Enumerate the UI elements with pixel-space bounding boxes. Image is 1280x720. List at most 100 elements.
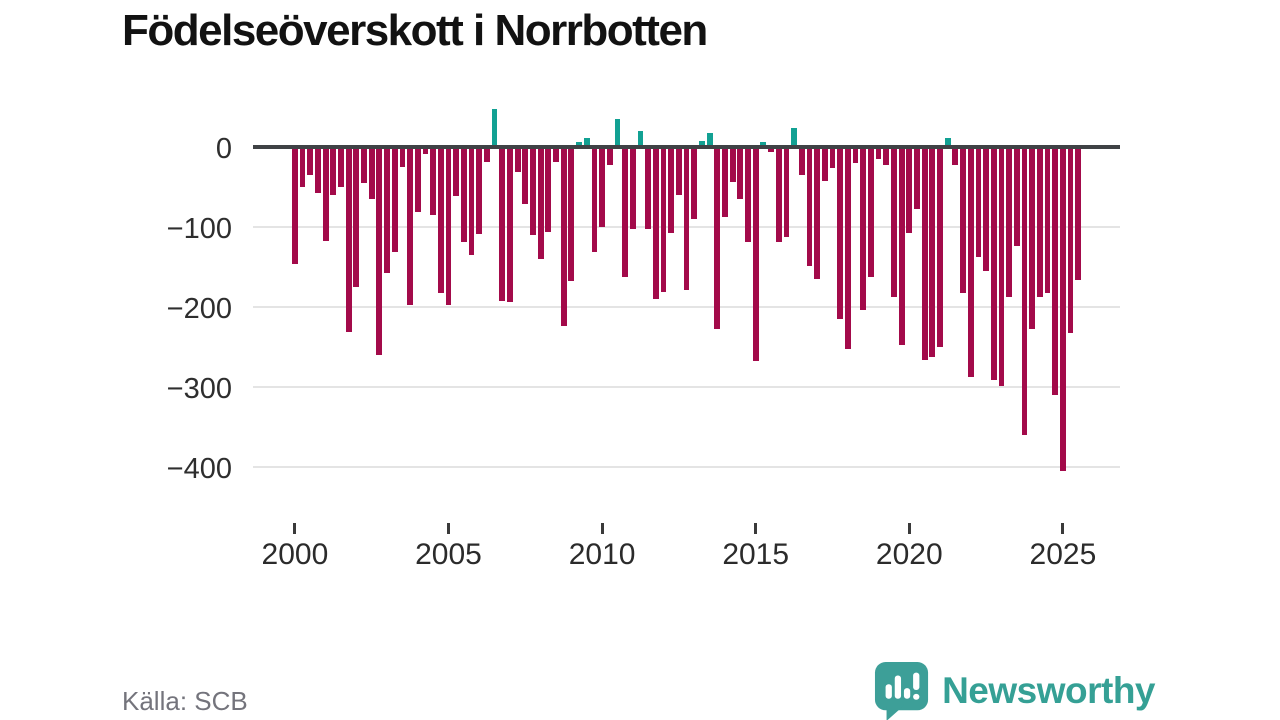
- bar-2017K4: [837, 149, 844, 319]
- bar-2012K1: [660, 149, 667, 292]
- bar-2007K2: [514, 149, 521, 172]
- y-axis-tick-label: −400: [166, 453, 232, 485]
- gridline: [253, 466, 1120, 468]
- y-axis-tick-label: −100: [166, 213, 232, 245]
- bar-2020K3: [921, 149, 928, 360]
- bar-2024K2: [1036, 149, 1043, 297]
- bar-2000K2: [299, 149, 306, 187]
- y-axis-tick-label: 0: [215, 133, 232, 165]
- bar-2021K3: [952, 149, 959, 166]
- bar-2003K3: [399, 149, 406, 167]
- bar-2009K4: [591, 149, 598, 252]
- bar-2009K2: [576, 141, 582, 145]
- bar-2017K2: [821, 149, 828, 181]
- bar-2021K1: [937, 149, 943, 347]
- bar-2006K4: [499, 149, 506, 301]
- bar-2000K3: [307, 149, 314, 175]
- x-axis-tick-label: 2005: [415, 538, 482, 571]
- bar-2002K4: [376, 149, 383, 355]
- bar-2010K1: [599, 149, 605, 227]
- bar-2019K2: [883, 149, 890, 165]
- bar-2024K4: [1052, 149, 1059, 395]
- zero-baseline: [253, 145, 1120, 149]
- bar-2022K4: [990, 149, 997, 380]
- bar-2020K4: [929, 149, 936, 357]
- x-axis-tick: [447, 523, 450, 534]
- bar-2008K2: [545, 149, 552, 232]
- bar-2013K1: [691, 149, 698, 219]
- bar-2014K4: [745, 149, 751, 243]
- bar-2022K1: [967, 149, 974, 378]
- bar-2010K2: [606, 149, 613, 166]
- bar-2018K2: [852, 149, 859, 163]
- bar-2025K2: [1067, 149, 1074, 334]
- bar-2018K3: [860, 149, 867, 311]
- gridline: [253, 306, 1120, 308]
- y-axis-tick-label: −200: [166, 293, 232, 325]
- bar-2001K4: [345, 149, 352, 332]
- bar-2005K3: [460, 149, 467, 243]
- bar-2023K3: [1013, 149, 1020, 247]
- bar-2023K1: [998, 149, 1005, 387]
- gridline: [253, 386, 1120, 388]
- bar-2001K3: [338, 149, 344, 187]
- bar-2011K1: [629, 149, 636, 229]
- bar-2016K3: [798, 149, 805, 175]
- bar-2005K4: [468, 149, 475, 255]
- bar-2009K3: [583, 137, 590, 145]
- bar-2025K1: [1060, 149, 1066, 471]
- bar-2022K3: [983, 149, 989, 271]
- x-axis-tick: [754, 523, 758, 534]
- bar-2003K4: [407, 149, 413, 306]
- bar-2002K2: [361, 149, 367, 183]
- bar-2003K2: [391, 149, 398, 252]
- bar-2023K2: [1006, 149, 1013, 297]
- newsworthy-wordmark: Newsworthy: [942, 670, 1155, 711]
- plot-area: 0 −100 −200 −300 −400 2000 2005 2010 2015 2020 202…: [167, 100, 1120, 571]
- bar-2011K3: [645, 149, 652, 229]
- newsworthy-icon: [875, 662, 929, 720]
- bar-2022K2: [975, 149, 982, 257]
- bar-2016K1: [783, 149, 790, 238]
- bar-2014K2: [729, 149, 736, 183]
- bar-2007K4: [530, 149, 536, 235]
- x-axis-tick-label: 2000: [261, 538, 329, 571]
- bar-2014K1: [722, 149, 728, 218]
- bar-2007K3: [522, 149, 529, 204]
- bar-2019K4: [898, 149, 905, 346]
- bar-2024K1: [1029, 149, 1036, 330]
- x-axis-tick-label: 2015: [722, 538, 790, 571]
- source-caption: Källa: SCB: [122, 686, 248, 716]
- bar-2005K2: [453, 149, 460, 196]
- bar-2019K3: [891, 149, 897, 298]
- bar-2019K1: [875, 149, 882, 159]
- x-axis-tick-label: 2010: [568, 538, 636, 571]
- bar-2003K1: [384, 149, 390, 274]
- x-axis-tick: [907, 523, 911, 534]
- newsworthy-logo: Newsworthy: [874, 662, 1155, 720]
- bar-2004K1: [414, 149, 421, 212]
- bar-2004K4: [437, 149, 444, 294]
- chart-title: Födelseöverskott i Norrbotten: [122, 6, 708, 55]
- bar-2004K3: [430, 149, 437, 215]
- x-axis-tick-label: 2025: [1029, 538, 1097, 571]
- bar-2007K1: [507, 149, 513, 303]
- bar-2008K3: [553, 149, 559, 163]
- bar-2006K2: [484, 149, 490, 163]
- bar-2012K2: [668, 149, 675, 234]
- bar-2000K4: [315, 149, 321, 194]
- bar-2018K1: [844, 149, 851, 350]
- bar-2015K3: [768, 149, 774, 152]
- bar-2005K1: [445, 149, 452, 305]
- bar-2012K4: [683, 149, 690, 291]
- bar-2016K4: [806, 149, 813, 267]
- bar-2018K4: [868, 149, 874, 278]
- x-axis-tick: [293, 523, 297, 534]
- bar-2001K1: [322, 149, 329, 241]
- bar-2002K3: [368, 149, 375, 199]
- bar-2025K3: [1075, 149, 1082, 280]
- y-axis-tick-label: −300: [166, 373, 232, 405]
- bar-2004K2: [422, 149, 429, 155]
- bar-2021K2: [944, 137, 951, 145]
